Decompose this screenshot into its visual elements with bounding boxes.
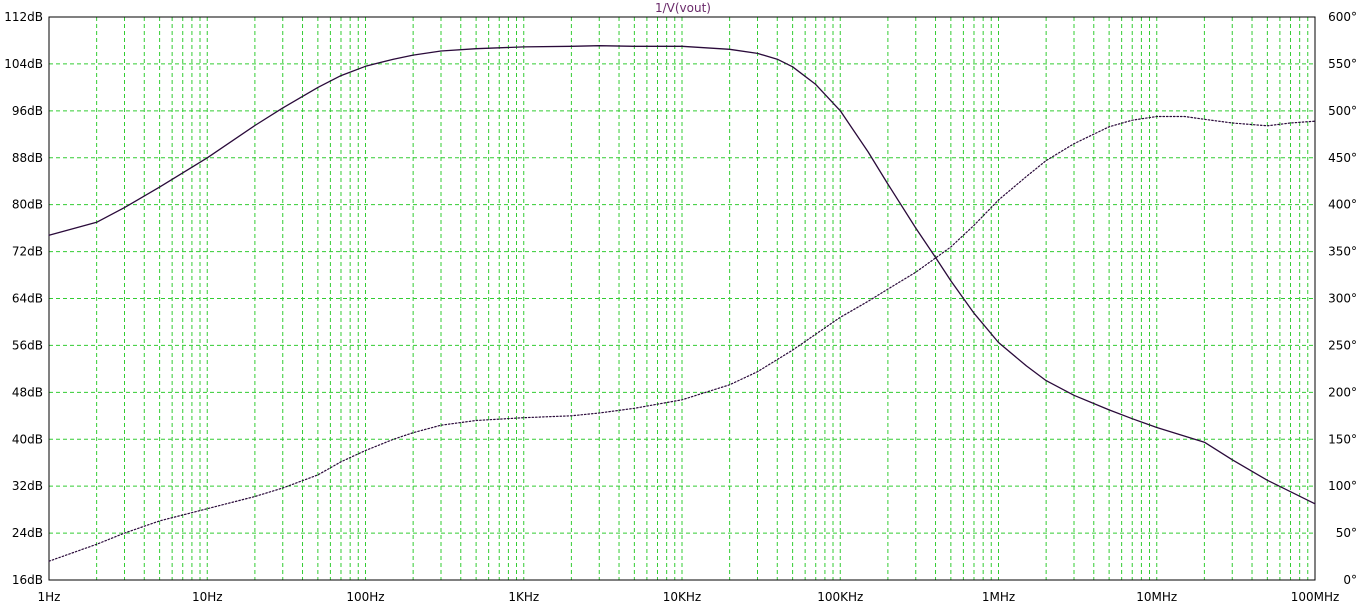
y-left-tick-label: 32dB xyxy=(12,479,43,493)
y-right-tick-label: 350° xyxy=(1328,245,1357,259)
x-tick-label: 1KHz xyxy=(508,590,539,604)
x-tick-label: 100Hz xyxy=(346,590,384,604)
x-tick-label: 100KHz xyxy=(817,590,863,604)
y-left-tick-label: 56dB xyxy=(12,338,43,352)
phase-series-line xyxy=(48,115,1316,562)
x-axis-labels: 1Hz 10Hz 100Hz 1KHz 10KHz 100KHz 1MHz 10MHz 100M… xyxy=(38,590,1340,604)
y-axis-left-labels: 16dB 24dB 32dB 40dB 48dB 56dB 64dB 72dB 80dB 88dB… xyxy=(4,10,43,587)
y-right-tick-label: 600° xyxy=(1328,10,1357,24)
x-tick-label: 10KHz xyxy=(663,590,701,604)
y-left-tick-label: 40dB xyxy=(12,432,43,446)
y-right-tick-label: 250° xyxy=(1328,338,1357,352)
y-right-tick-label: 50° xyxy=(1336,526,1357,540)
y-left-tick-label: 64dB xyxy=(12,292,43,306)
magnitude-series-line xyxy=(48,45,1316,505)
plot-frame xyxy=(48,16,1316,581)
y-axis-right-labels: 0° 50° 100° 150° 200° 250° 300° 350° 400° 450° 500… xyxy=(1328,10,1357,587)
y-right-tick-label: 500° xyxy=(1328,104,1357,118)
series-group xyxy=(48,45,1316,562)
y-right-tick-label: 400° xyxy=(1328,198,1357,212)
y-left-tick-label: 72dB xyxy=(12,245,43,259)
y-right-tick-label: 0° xyxy=(1343,573,1357,587)
y-left-tick-label: 96dB xyxy=(12,104,43,118)
y-left-tick-label: 16dB xyxy=(12,573,43,587)
y-right-tick-label: 100° xyxy=(1328,479,1357,493)
x-tick-label: 1Hz xyxy=(38,590,61,604)
y-left-tick-label: 24dB xyxy=(12,526,43,540)
y-right-tick-label: 550° xyxy=(1328,57,1357,71)
x-tick-label: 100MHz xyxy=(1291,590,1340,604)
y-left-tick-label: 112dB xyxy=(4,10,43,24)
y-left-tick-label: 80dB xyxy=(12,198,43,212)
x-tick-label: 10Hz xyxy=(192,590,223,604)
y-right-tick-label: 450° xyxy=(1328,151,1357,165)
x-tick-label: 1MHz xyxy=(982,590,1015,604)
y-right-tick-label: 200° xyxy=(1328,385,1357,399)
x-tick-label: 10MHz xyxy=(1136,590,1177,604)
grid-lines xyxy=(49,17,1315,580)
y-left-tick-label: 104dB xyxy=(4,57,43,71)
y-right-tick-label: 300° xyxy=(1328,292,1357,306)
chart-title: 1/V(vout) xyxy=(655,1,711,15)
y-left-tick-label: 48dB xyxy=(12,385,43,399)
y-right-tick-label: 150° xyxy=(1328,432,1357,446)
y-left-tick-label: 88dB xyxy=(12,151,43,165)
